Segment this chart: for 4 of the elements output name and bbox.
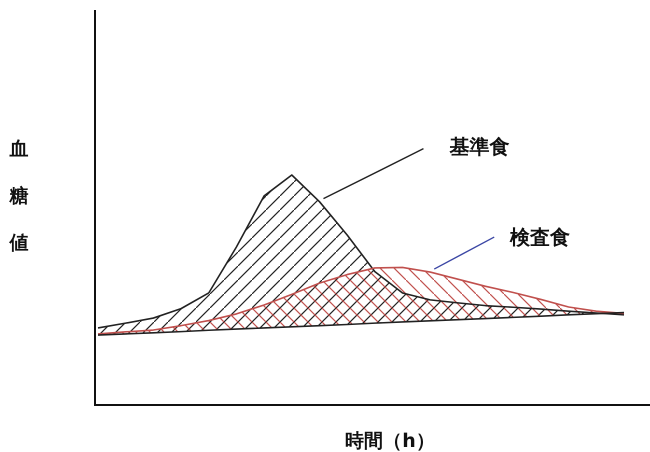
x-axis-title: 時間（h） [345,430,435,452]
text: 基準食 [448,134,510,159]
text: 検査食 [509,225,570,250]
text: 血糖値 [10,138,28,254]
